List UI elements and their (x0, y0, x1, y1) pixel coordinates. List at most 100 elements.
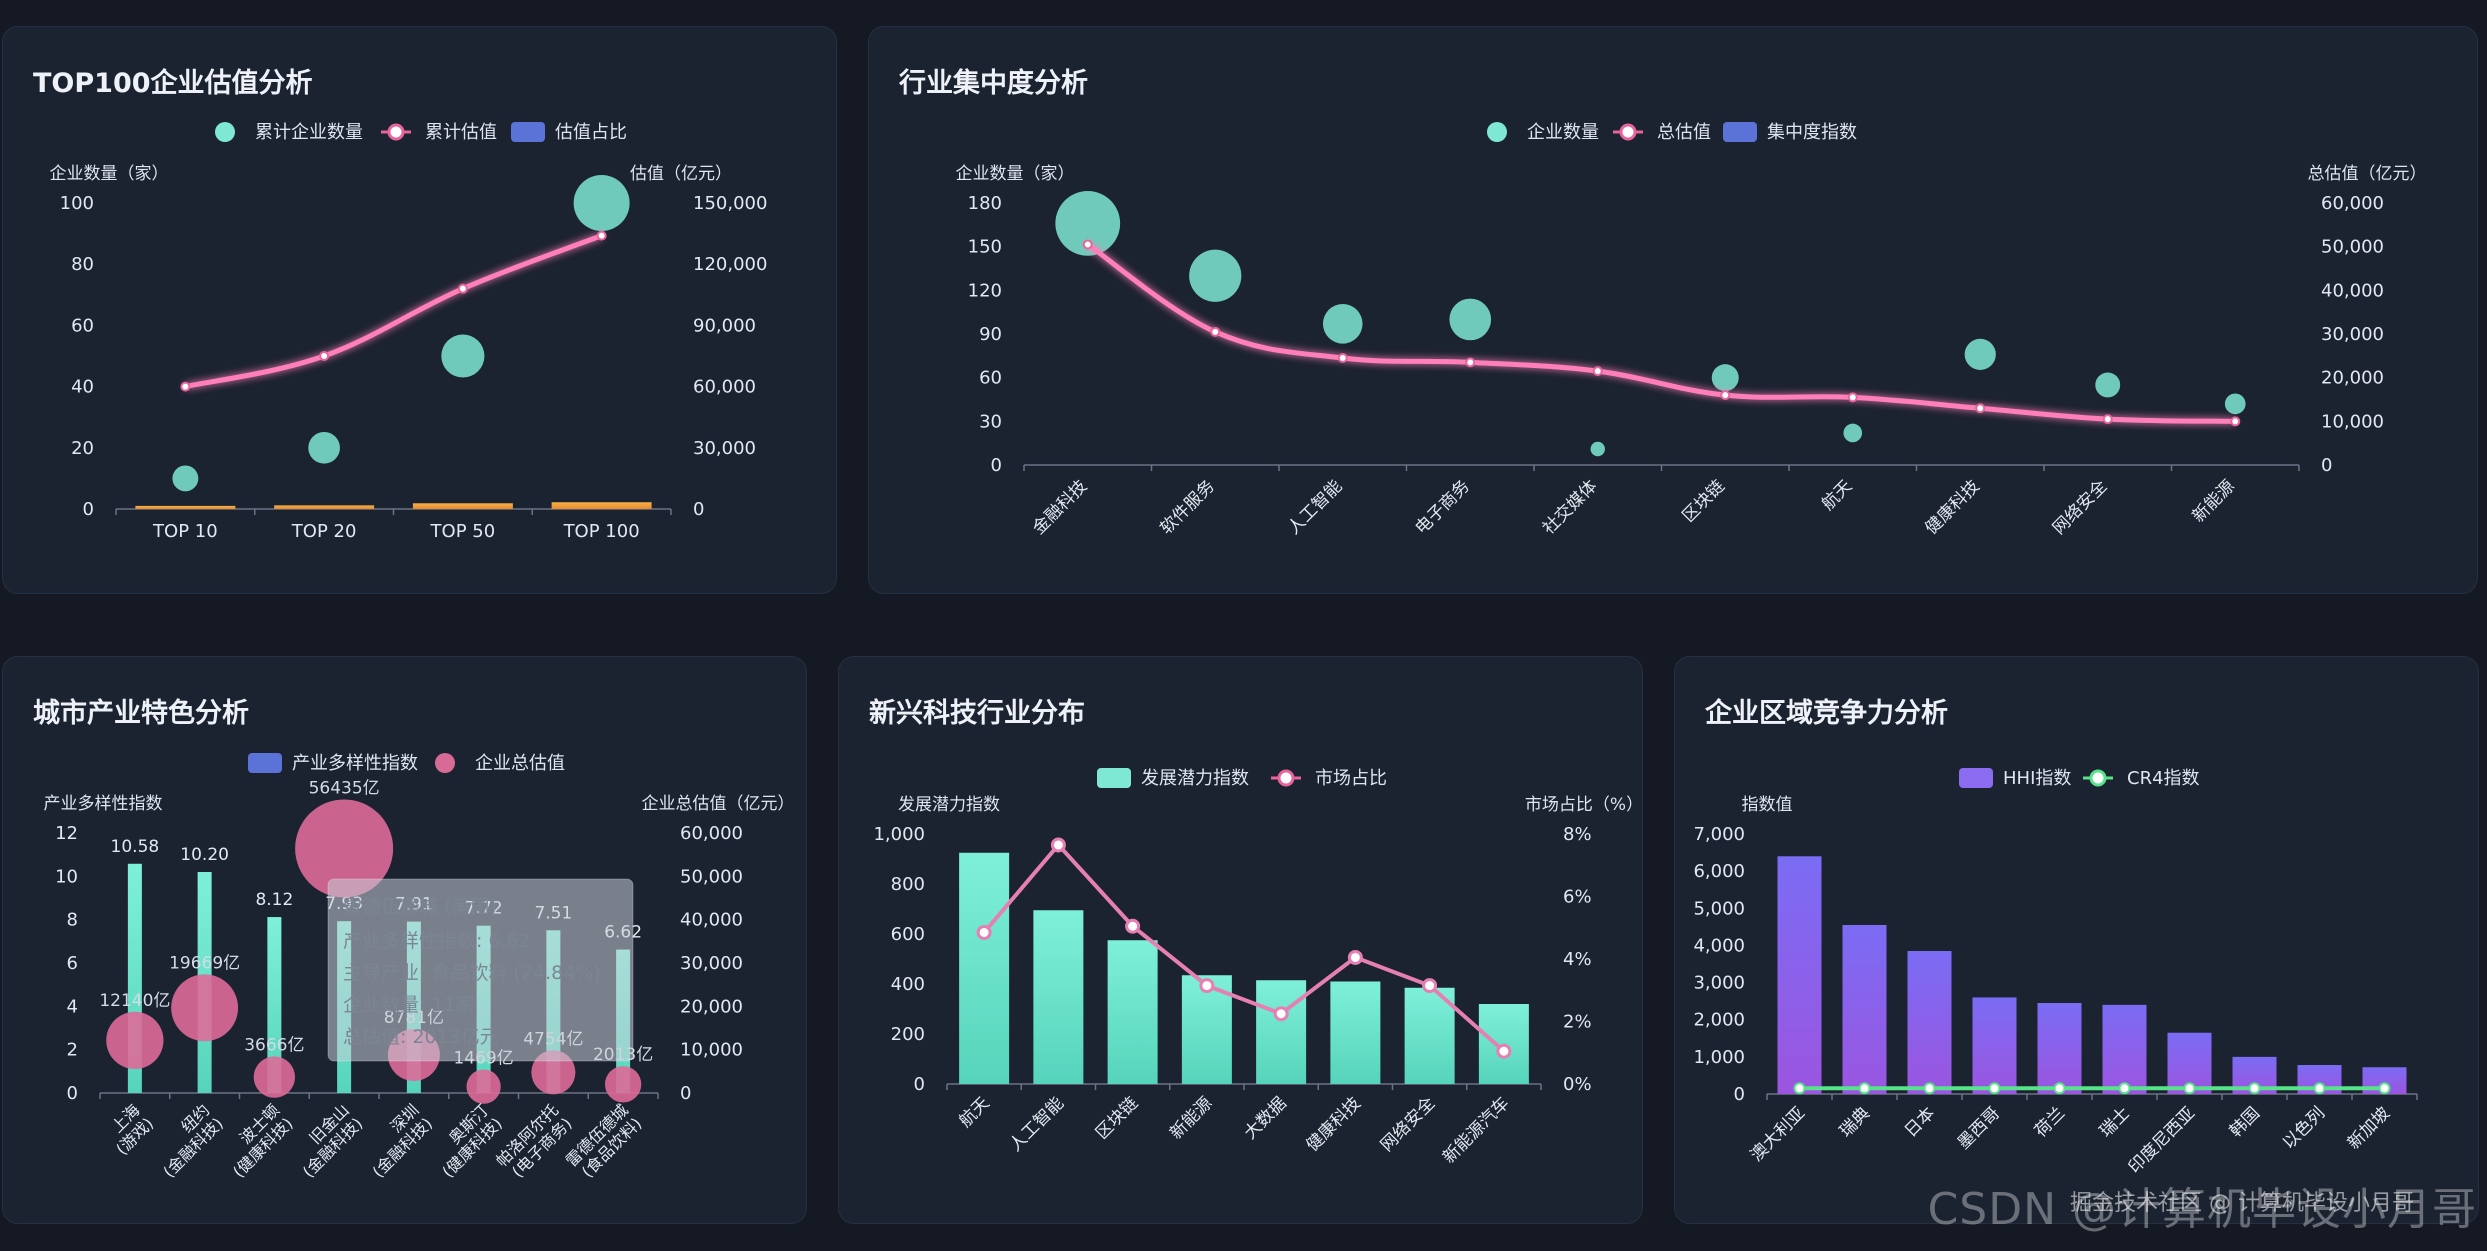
line-point (2118, 1082, 2131, 1095)
y-tick-left: 0 (67, 1083, 78, 1104)
y-axis-right-label: 企业总估值（亿元） (642, 794, 795, 814)
bubble-cumulative-count (573, 175, 630, 231)
legend-marker (248, 753, 282, 773)
bubble-company-count (1449, 298, 1492, 341)
y-tick-left: 4 (67, 996, 78, 1017)
bar-valuation-share (274, 505, 375, 509)
y-tick-right: 20,000 (680, 996, 743, 1017)
y-axis-left-label: 企业数量（家） (956, 164, 1075, 184)
y-axis-left-label: 指数值 (1742, 795, 1793, 815)
line-point (2053, 1082, 2066, 1095)
x-tick-label: 航天 (1818, 476, 1856, 514)
y-tick-left: 1,000 (873, 824, 925, 845)
bubble-value-label: 19669亿 (169, 953, 240, 973)
bar-hhi-index (1907, 951, 1952, 1094)
panel-industry-concentration: 行业集中度分析 企业数量 总估值 集中度指数 企业数量（家） 总估值（亿元） 0 30 60 9… (868, 26, 2478, 594)
bubble-company-count (1590, 441, 1605, 457)
y-tick-right: 40,000 (680, 910, 743, 931)
legend-marker (2089, 769, 2107, 787)
bar-valuation-share (551, 502, 652, 509)
legend-label: HHI指数 (2003, 768, 2071, 789)
bar-diversity-index (267, 917, 282, 1093)
x-tick-label: 区块链 (1679, 476, 1729, 526)
y-tick-right: 30,000 (693, 438, 756, 459)
panel-title: TOP100企业估值分析 (33, 68, 313, 99)
bubble-company-count (1711, 364, 1739, 392)
line-point (1496, 1043, 1512, 1059)
y-tick-left: 7,000 (1693, 824, 1745, 845)
x-tick-label: 电子商务 (1412, 476, 1474, 538)
line-point (2102, 414, 2113, 425)
y-tick-left: 60 (71, 315, 94, 336)
y-axis-left-label: 企业数量（家） (50, 164, 169, 184)
line-point (1923, 1082, 1936, 1095)
tooltip-box (327, 878, 634, 1062)
legend-marker (1619, 123, 1637, 141)
line-point (1847, 392, 1858, 403)
bubble-cumulative-count (308, 431, 340, 464)
y-tick-left: 20 (71, 438, 94, 459)
y-tick-right: 0 (680, 1083, 691, 1104)
y-tick-left: 0 (991, 455, 1002, 476)
x-tick-label: 网络安全 (1377, 1093, 1439, 1155)
legend-marker (1487, 122, 1507, 142)
y-tick-left: 1,000 (1693, 1047, 1745, 1068)
y-tick-left: 100 (60, 193, 94, 214)
x-tick-label: 网络安全 (2049, 476, 2111, 538)
y-tick-left: 5,000 (1693, 898, 1745, 919)
x-tick-label: TOP 50 (430, 521, 496, 542)
panel-top100-valuation: TOP100企业估值分析 累计企业数量 累计估值 估值占比 企业数量（家） 估值（亿元）… (2, 26, 837, 594)
x-tick-label: 航天 (955, 1093, 993, 1131)
bar-hhi-index (1842, 925, 1887, 1094)
line-point (1465, 357, 1476, 368)
y-tick-right: 60,000 (693, 377, 756, 398)
x-tick-label: 印度尼西亚 (2125, 1103, 2199, 1177)
y-tick-left: 4,000 (1693, 935, 1745, 956)
x-tick-label: 新能源 (2189, 476, 2239, 526)
y-tick-left: 12 (55, 823, 78, 844)
line-point (1720, 390, 1731, 401)
y-tick-right: 120,000 (693, 254, 767, 275)
legend-marker (1277, 769, 1295, 787)
bar-hhi-index (2037, 1003, 2082, 1094)
line-point (1975, 403, 1986, 414)
bar-hhi-index (2102, 1004, 2147, 1094)
legend-marker (1097, 768, 1131, 788)
bar-potential-index (1107, 940, 1158, 1084)
bar-potential-index (1404, 987, 1455, 1084)
y-tick-right: 60,000 (2321, 193, 2384, 214)
bar-valuation-share (412, 503, 513, 509)
bubble-cumulative-count (172, 465, 199, 492)
x-tick-label: 瑞士 (2096, 1103, 2134, 1141)
bubble-company-count (1843, 423, 1863, 443)
y-tick-left: 180 (968, 193, 1002, 214)
x-tick-label: 上海(游戏) (99, 1100, 157, 1158)
y-tick-left: 40 (71, 377, 94, 398)
line-point (596, 230, 607, 241)
bar-potential-index (1033, 910, 1084, 1084)
line-point (1337, 353, 1348, 364)
y-tick-left: 80 (71, 254, 94, 275)
panel-title: 城市产业特色分析 (33, 698, 249, 729)
line-point (1199, 978, 1215, 994)
line-point (1858, 1082, 1871, 1095)
legend-marker (1959, 768, 1993, 788)
y-tick-right: 30,000 (680, 953, 743, 974)
line-point (2378, 1082, 2391, 1095)
bar-value-label: 10.20 (180, 845, 229, 865)
y-tick-right: 0 (2321, 455, 2332, 476)
line-point (1050, 837, 1066, 853)
y-tick-left: 600 (891, 924, 925, 945)
line-point (2313, 1082, 2326, 1095)
y-tick-left: 2,000 (1693, 1010, 1745, 1031)
panel-title: 企业区域竞争力分析 (1705, 698, 1948, 729)
legend-label: 集中度指数 (1767, 122, 1857, 143)
panel-emerging-tech: 新兴科技行业分布 发展潜力指数 市场占比 发展潜力指数 市场占比（%） 0 200 400 6… (838, 656, 1643, 1224)
y-tick-left: 120 (968, 280, 1002, 301)
bubble-cumulative-count (441, 334, 485, 378)
bubble-total-valuation (604, 1066, 642, 1103)
panel-title: 行业集中度分析 (899, 68, 1088, 99)
line-point (2248, 1082, 2261, 1095)
y-tick-left: 200 (891, 1024, 925, 1045)
